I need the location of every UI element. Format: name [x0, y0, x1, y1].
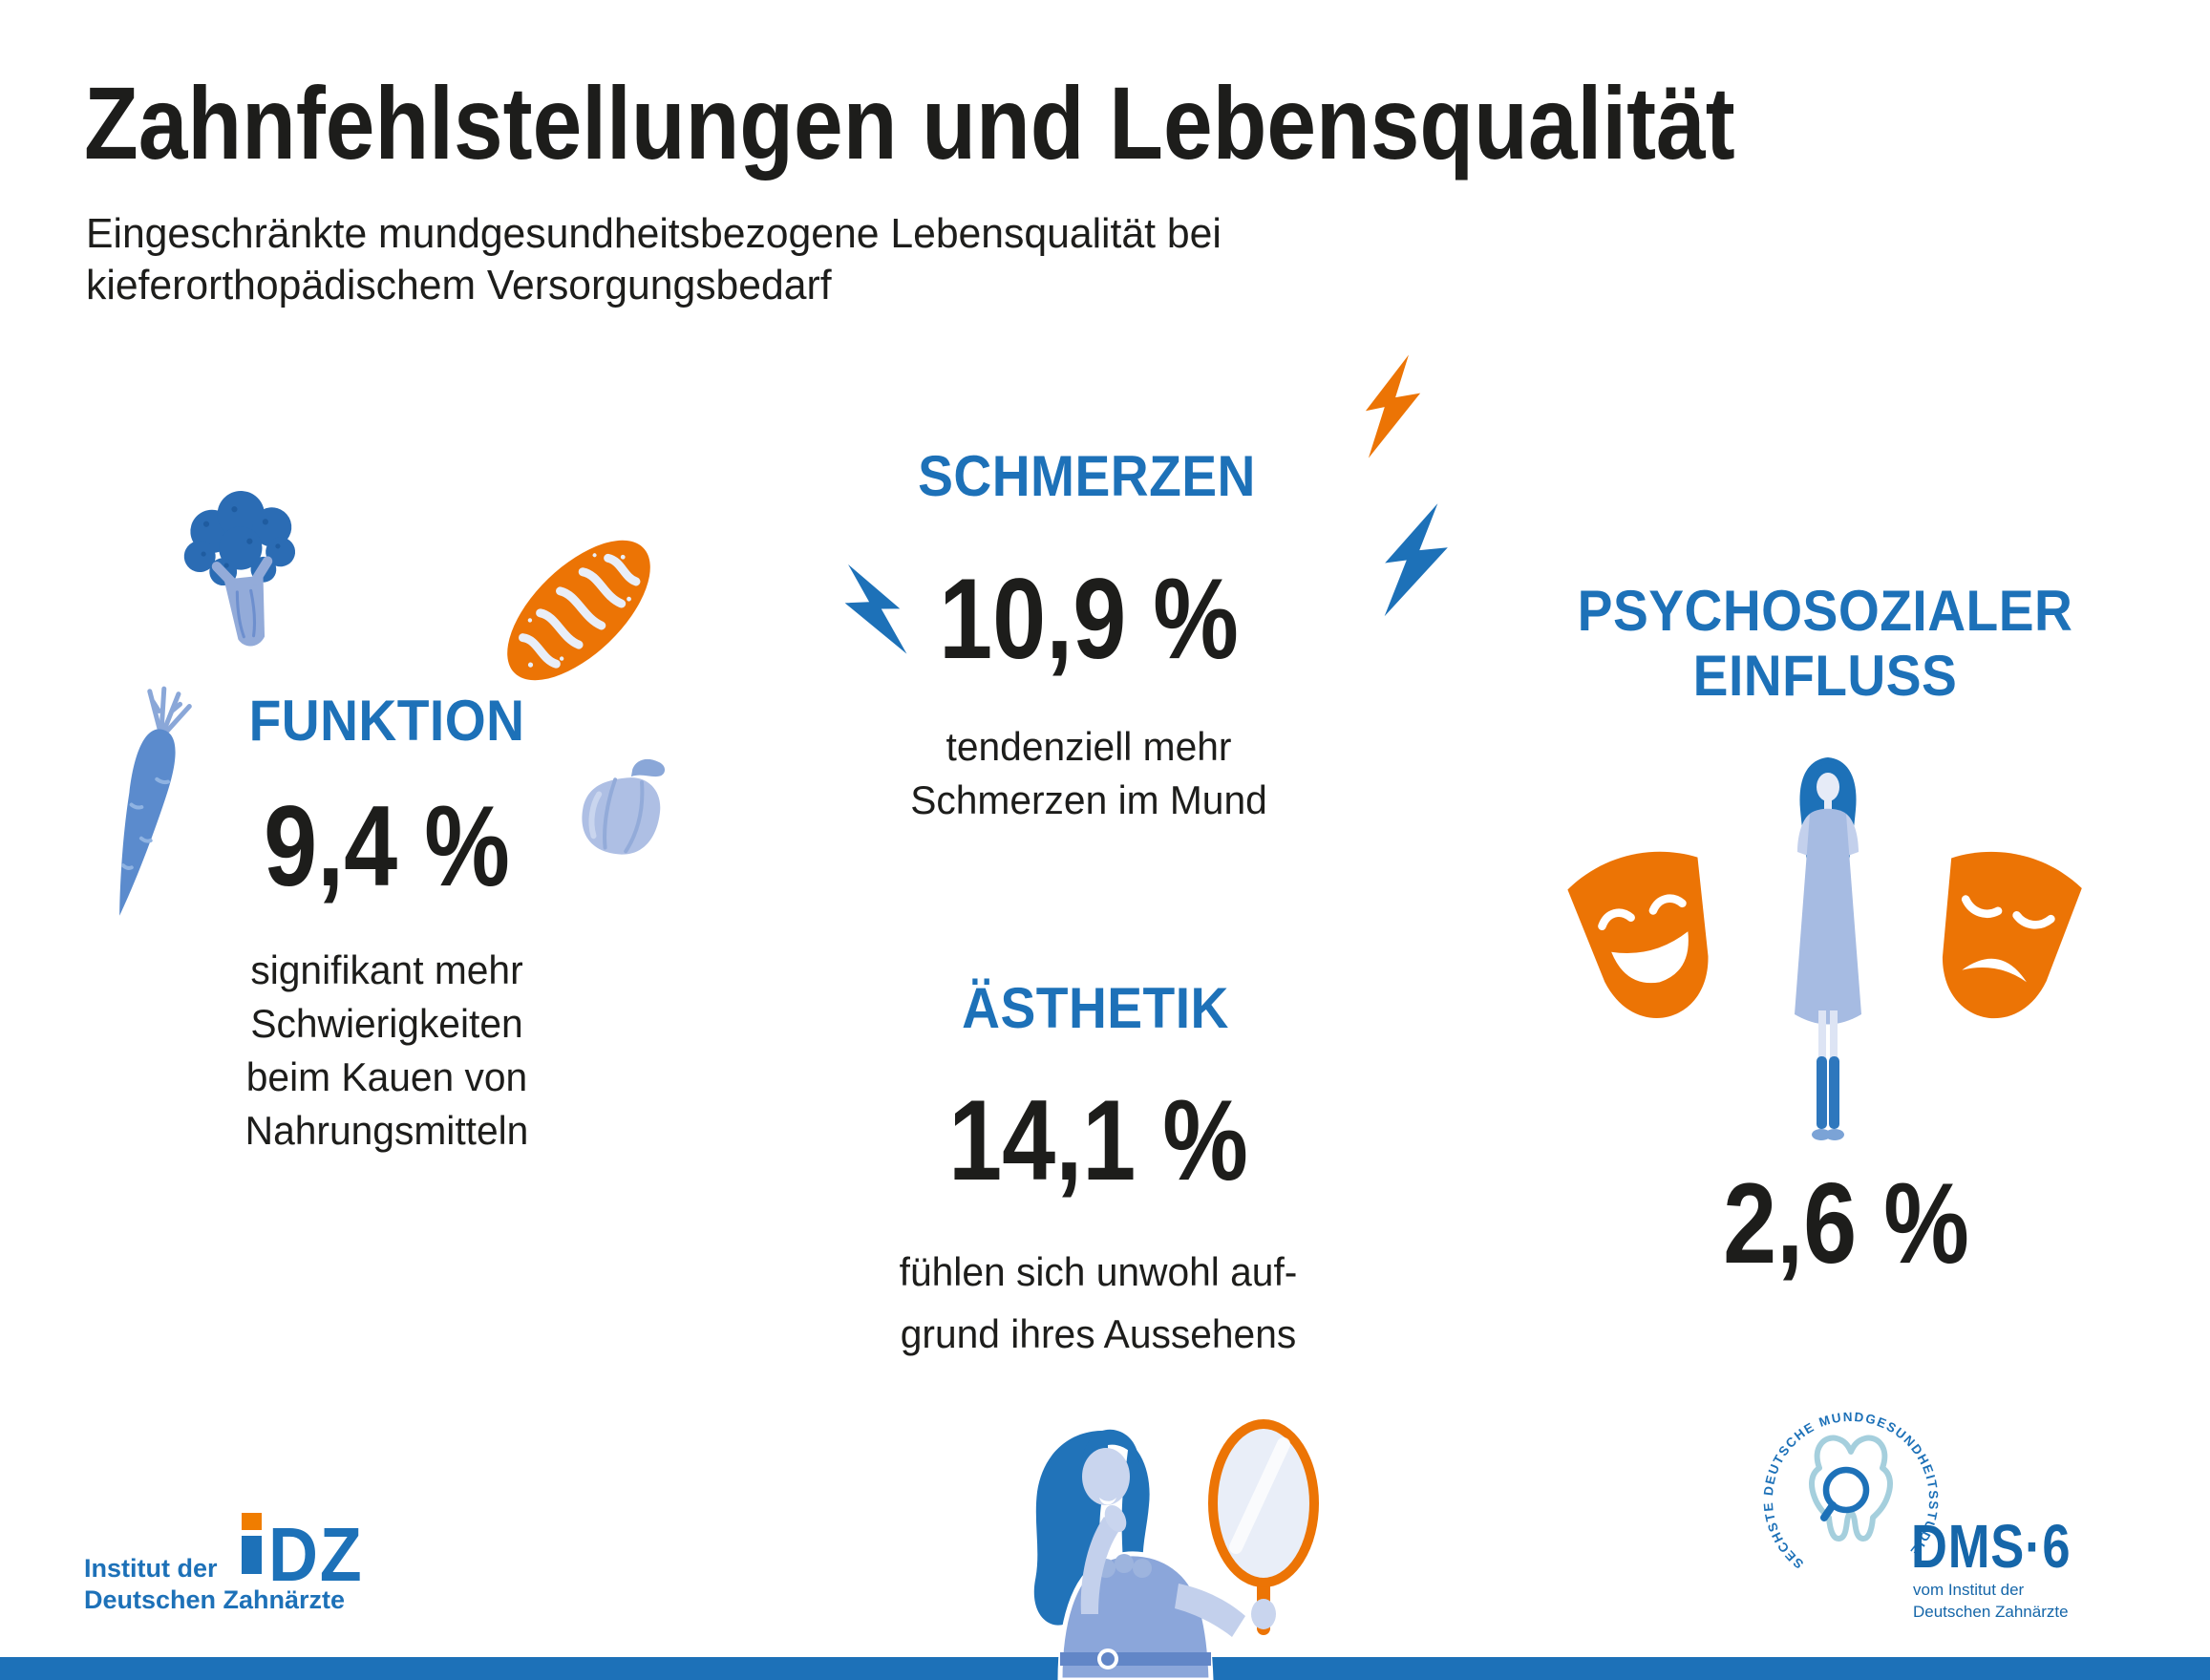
- dms6-logo: SECHSTE DEUTSCHE MUNDGESUNDHEITSSTUDIE D…: [1760, 1409, 2171, 1628]
- broccoli-icon: [183, 491, 296, 647]
- lightning-bolt-orange-icon: [1365, 354, 1421, 458]
- aesthetik-value: 14,1 %: [948, 1076, 1248, 1204]
- psychosozial-value: 2,6 %: [1723, 1159, 1969, 1287]
- psychosozial-label: PSYCHOSOZIALER EINFLUSS: [1577, 579, 2073, 708]
- idz-logo-mark: DZ: [242, 1513, 404, 1593]
- schmerzen-value: 10,9 %: [939, 555, 1239, 683]
- aesthetik-label: ÄSTHETIK: [962, 976, 1229, 1040]
- dms6-emblem: SECHSTE DEUTSCHE MUNDGESUNDHEITSSTUDIE: [1761, 1410, 1940, 1571]
- aesthetik-description: fühlen sich unwohl auf- grund ihres Auss…: [899, 1249, 1298, 1356]
- tooth-magnifier-icon: [1809, 1435, 1893, 1542]
- idz-logo-i-blue-bar: [242, 1536, 262, 1574]
- dms6-tagline-line-1: vom Institut der: [1913, 1581, 2025, 1599]
- baguette-icon: [507, 540, 650, 681]
- funktion-value: 9,4 %: [264, 782, 510, 910]
- lightning-bolt-left-icon: [844, 564, 907, 654]
- carrot-icon: [119, 686, 192, 916]
- lightning-bolt-right-icon: [1384, 503, 1448, 617]
- woman-with-mirror-illustration: [1033, 1419, 1319, 1680]
- psychosozial-illustration: [1566, 755, 2087, 1148]
- dms6-tagline: vom Institut der Deutschen Zahnärzte: [1913, 1579, 2069, 1623]
- idz-name: Institut der Deutschen Zahnärzte: [84, 1553, 345, 1616]
- page-subtitle: Eingeschränkte mundgesundheitsbezogene L…: [86, 208, 1222, 311]
- comedy-mask-icon: [1567, 851, 1709, 1018]
- schmerzen-label: SCHMERZEN: [918, 444, 1256, 508]
- tragedy-mask-icon: [1942, 851, 2082, 1019]
- dms6-tagline-line-2: Deutschen Zahnärzte: [1913, 1603, 2069, 1621]
- schmerzen-description: tendenziell mehr Schmerzen im Mund: [910, 724, 1267, 822]
- page-title: Zahnfehlstellungen und Lebensqualität: [84, 65, 1735, 181]
- subtitle-line-1: Eingeschränkte mundgesundheitsbezogene L…: [86, 210, 1222, 257]
- bell-pepper-icon: [582, 758, 666, 855]
- idz-logo-letters: DZ: [268, 1512, 364, 1597]
- idz-name-line-2: Deutschen Zahnärzte: [84, 1585, 346, 1614]
- idz-logo: Institut der Deutschen Zahnärzte DZ: [84, 1511, 409, 1626]
- standing-woman-illustration: [1795, 757, 1861, 1140]
- funktion-label: FUNKTION: [248, 689, 525, 753]
- subtitle-line-2: kieferorthopädischem Versorgungsbedarf: [86, 262, 832, 308]
- funktion-description: signifikant mehr Schwierigkeiten beim Ka…: [244, 947, 529, 1153]
- idz-name-line-1: Institut der: [84, 1554, 218, 1583]
- dms6-brand: DMS·6: [1911, 1512, 2072, 1581]
- idz-logo-i-orange-square: [242, 1513, 262, 1530]
